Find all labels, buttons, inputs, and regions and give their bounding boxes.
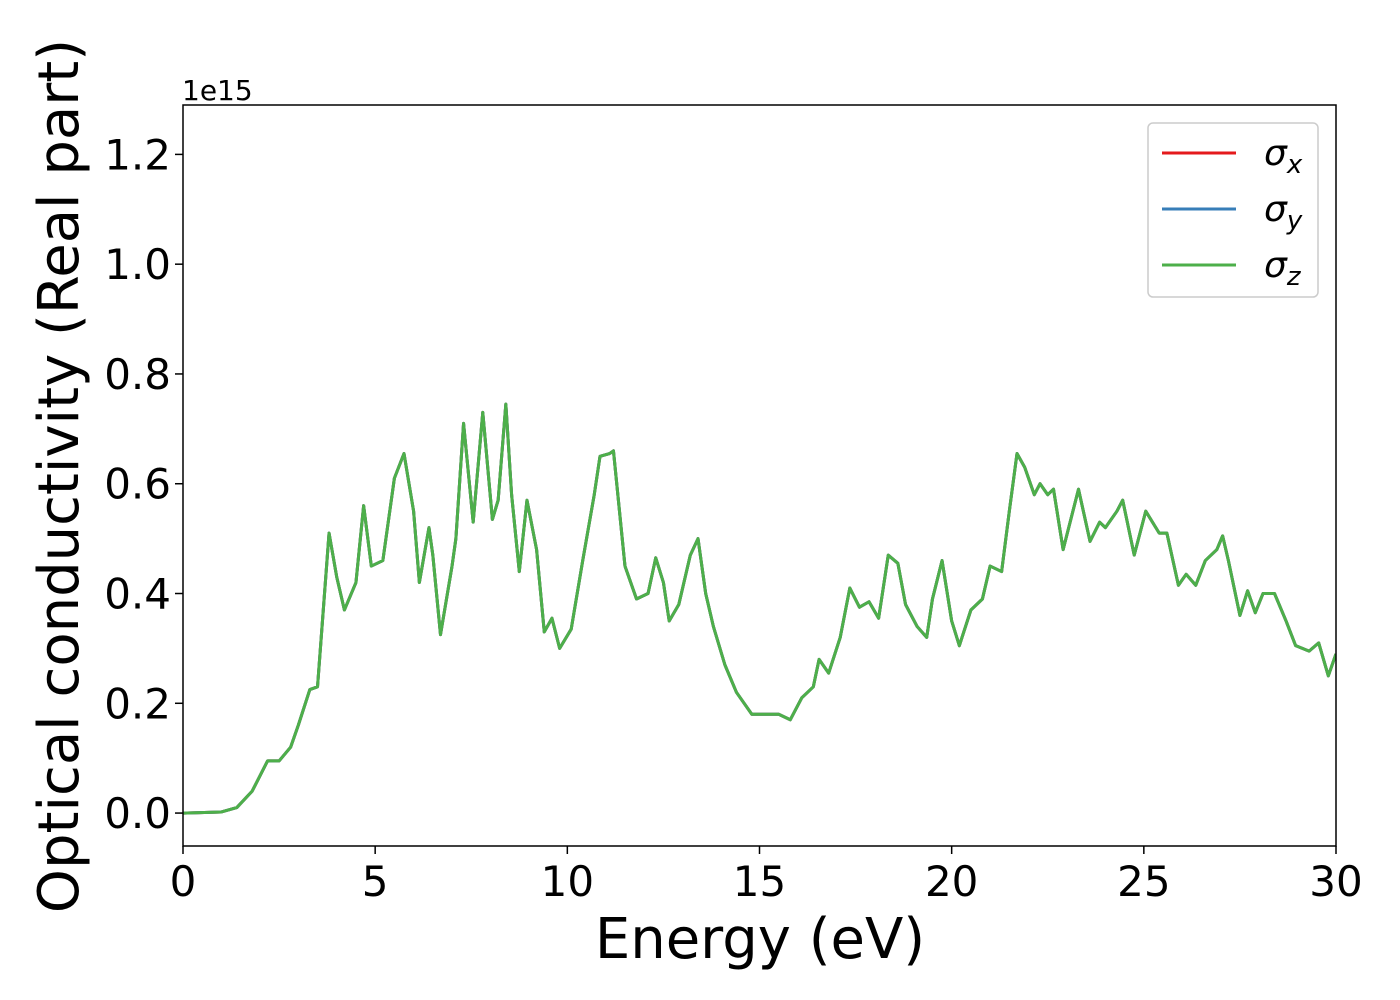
y-tick-label: 0.4 bbox=[104, 570, 171, 619]
x-tick-label: 30 bbox=[1309, 857, 1362, 906]
x-tick-label: 20 bbox=[925, 857, 978, 906]
x-tick-label: 10 bbox=[541, 857, 594, 906]
y-tick-label: 1.2 bbox=[104, 130, 171, 179]
x-tick-label: 15 bbox=[733, 857, 786, 906]
y-tick-label: 1.0 bbox=[104, 240, 171, 289]
legend-label: σx bbox=[1264, 133, 1303, 180]
plot-frame bbox=[182, 104, 1337, 847]
legend-label: σy bbox=[1264, 189, 1303, 236]
series-line bbox=[183, 402, 1336, 815]
y-tick-label: 0.6 bbox=[104, 460, 171, 509]
x-tick-label: 5 bbox=[362, 857, 389, 906]
x-tick-label: 0 bbox=[170, 857, 197, 906]
x-axis-label: Energy (eV) bbox=[595, 907, 925, 972]
y-tick-label: 0.2 bbox=[104, 679, 171, 728]
legend-label: σz bbox=[1264, 245, 1302, 292]
y-tick-label: 0.0 bbox=[104, 789, 171, 838]
y-offset-label: 1e15 bbox=[182, 74, 253, 107]
y-tick-label: 0.8 bbox=[104, 350, 171, 399]
x-tick-label: 25 bbox=[1117, 857, 1170, 906]
y-axis-label: Optical conductivity (Real part) bbox=[27, 39, 92, 913]
